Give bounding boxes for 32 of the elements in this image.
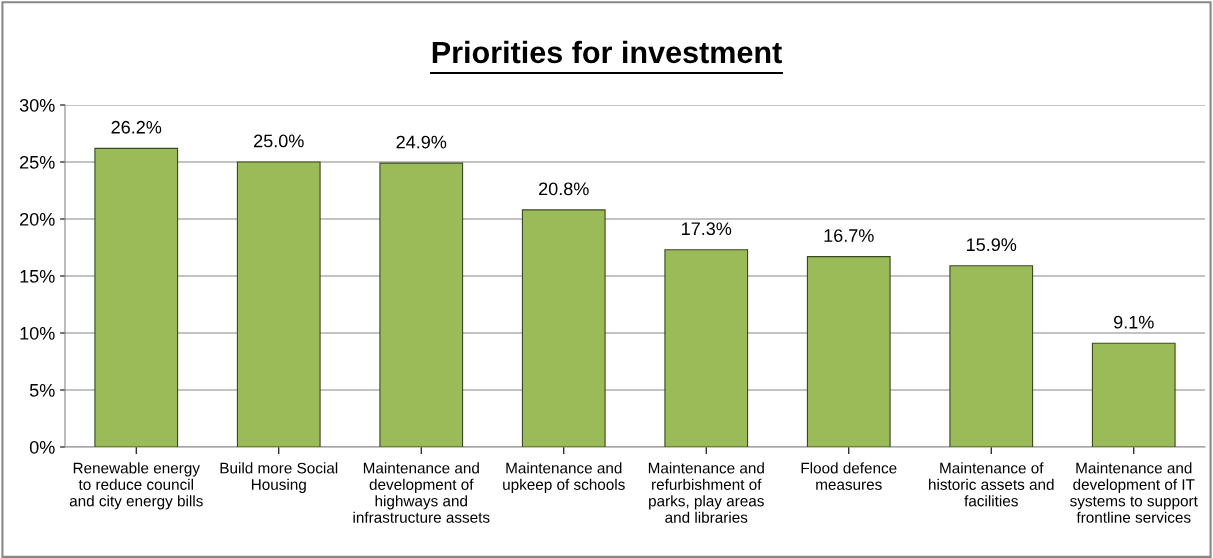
x-tick-label: Build more Social Housing xyxy=(220,462,338,493)
y-tick-label: 25% xyxy=(20,155,55,169)
data-label: 25.0% xyxy=(254,134,304,148)
x-tick-label: Flood defence measures xyxy=(801,462,897,490)
x-tick-label: Maintenance of historic assets and facilities xyxy=(929,462,1054,507)
bar xyxy=(664,249,749,447)
data-label: 16.7% xyxy=(824,229,874,242)
y-tick-label: 0% xyxy=(29,440,55,454)
bar xyxy=(949,265,1034,447)
y-tick-label: 10% xyxy=(20,326,55,340)
bar xyxy=(379,162,464,447)
y-tick-label: 15% xyxy=(20,270,55,283)
bar xyxy=(94,147,179,447)
chart-title: Priorities for investment xyxy=(432,40,782,64)
data-label: 9.1% xyxy=(1114,315,1154,329)
data-label: 24.9% xyxy=(396,135,447,149)
data-label: 17.3% xyxy=(682,222,732,236)
bar xyxy=(1091,342,1176,447)
y-tick-label: 20% xyxy=(20,212,55,226)
bar xyxy=(806,256,891,447)
x-tick-label: Maintenance and upkeep of schools xyxy=(503,462,625,493)
x-tick-label: Maintenance and refurbishment of parks, play areas and libraries xyxy=(648,462,764,523)
data-label: 26.2% xyxy=(111,120,162,134)
x-tick-label: Maintenance and development of highways and infrastructure assets xyxy=(353,462,490,523)
x-tick-label: Maintenance and development of IT systems to support frontline services xyxy=(1070,462,1198,523)
data-label: 15.9% xyxy=(967,238,1017,252)
y-tick-label: 30% xyxy=(19,98,55,112)
x-tick-label: Renewable energy to reduce council and city energy bills xyxy=(69,462,203,510)
bar xyxy=(521,209,606,447)
y-tick-label: 5% xyxy=(29,384,55,397)
data-label: 20.8% xyxy=(539,182,589,196)
bar xyxy=(236,161,321,447)
